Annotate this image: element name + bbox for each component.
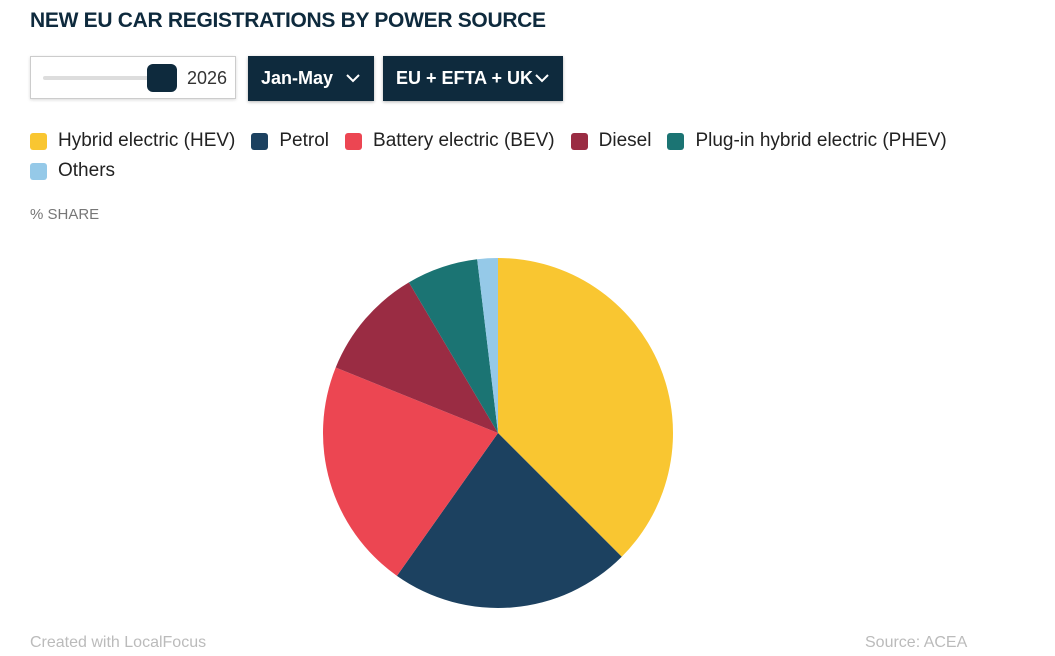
source-label: Source: <box>865 634 921 651</box>
credit: Created with LocalFocus <box>30 634 207 651</box>
legend-swatch <box>251 132 269 150</box>
legend-label: Battery electric (BEV) <box>373 130 555 151</box>
legend-item[interactable]: Plug-in hybrid electric (PHEV) <box>667 130 947 152</box>
subtitle: % SHARE <box>30 206 100 223</box>
chart-title: NEW EU CAR REGISTRATIONS BY POWER SOURCE <box>30 9 546 32</box>
slider-knob[interactable] <box>147 64 177 92</box>
period-label: Jan-May <box>261 68 334 88</box>
slider-track <box>43 76 163 80</box>
source: Source: ACEA <box>865 634 967 652</box>
pie-slice[interactable] <box>335 282 498 433</box>
legend-swatch <box>570 132 588 150</box>
period-dropdown[interactable]: Jan-May <box>248 56 374 101</box>
legend: Hybrid electric (HEV) Petrol Battery elect… <box>30 130 990 182</box>
legend-item[interactable]: Petrol <box>251 130 329 152</box>
year-slider[interactable]: 2026 <box>30 56 236 99</box>
chevron <box>535 74 549 83</box>
legend-swatch <box>30 162 47 180</box>
legend-label: Hybrid electric (HEV) <box>58 130 236 151</box>
legend-item[interactable]: Others <box>30 160 115 182</box>
legend-label: Others <box>58 160 116 181</box>
pie-slice[interactable] <box>477 258 498 433</box>
year-label: 2026 <box>187 68 228 88</box>
legend-swatch <box>30 132 47 150</box>
legend-swatch <box>667 132 685 150</box>
pie-slice[interactable] <box>498 258 674 557</box>
region-dropdown[interactable]: EU + EFTA + UK <box>383 56 563 101</box>
legend-item[interactable]: Hybrid electric (HEV) <box>30 130 235 152</box>
legend-item[interactable]: Battery electric (BEV) <box>345 130 555 152</box>
chevron <box>346 74 360 83</box>
legend-label: Petrol <box>279 130 330 151</box>
region-label: EU + EFTA + UK <box>396 68 534 88</box>
legend-swatch <box>345 132 363 150</box>
legend-label: Diesel <box>598 130 652 151</box>
pie-slice[interactable] <box>408 259 498 433</box>
pie-slice[interactable] <box>396 433 622 608</box>
legend-item[interactable]: Diesel <box>570 130 652 152</box>
pie-slice[interactable] <box>323 367 498 576</box>
source-name: ACEA <box>923 634 968 651</box>
legend-label: Plug-in hybrid electric (PHEV) <box>695 130 947 151</box>
